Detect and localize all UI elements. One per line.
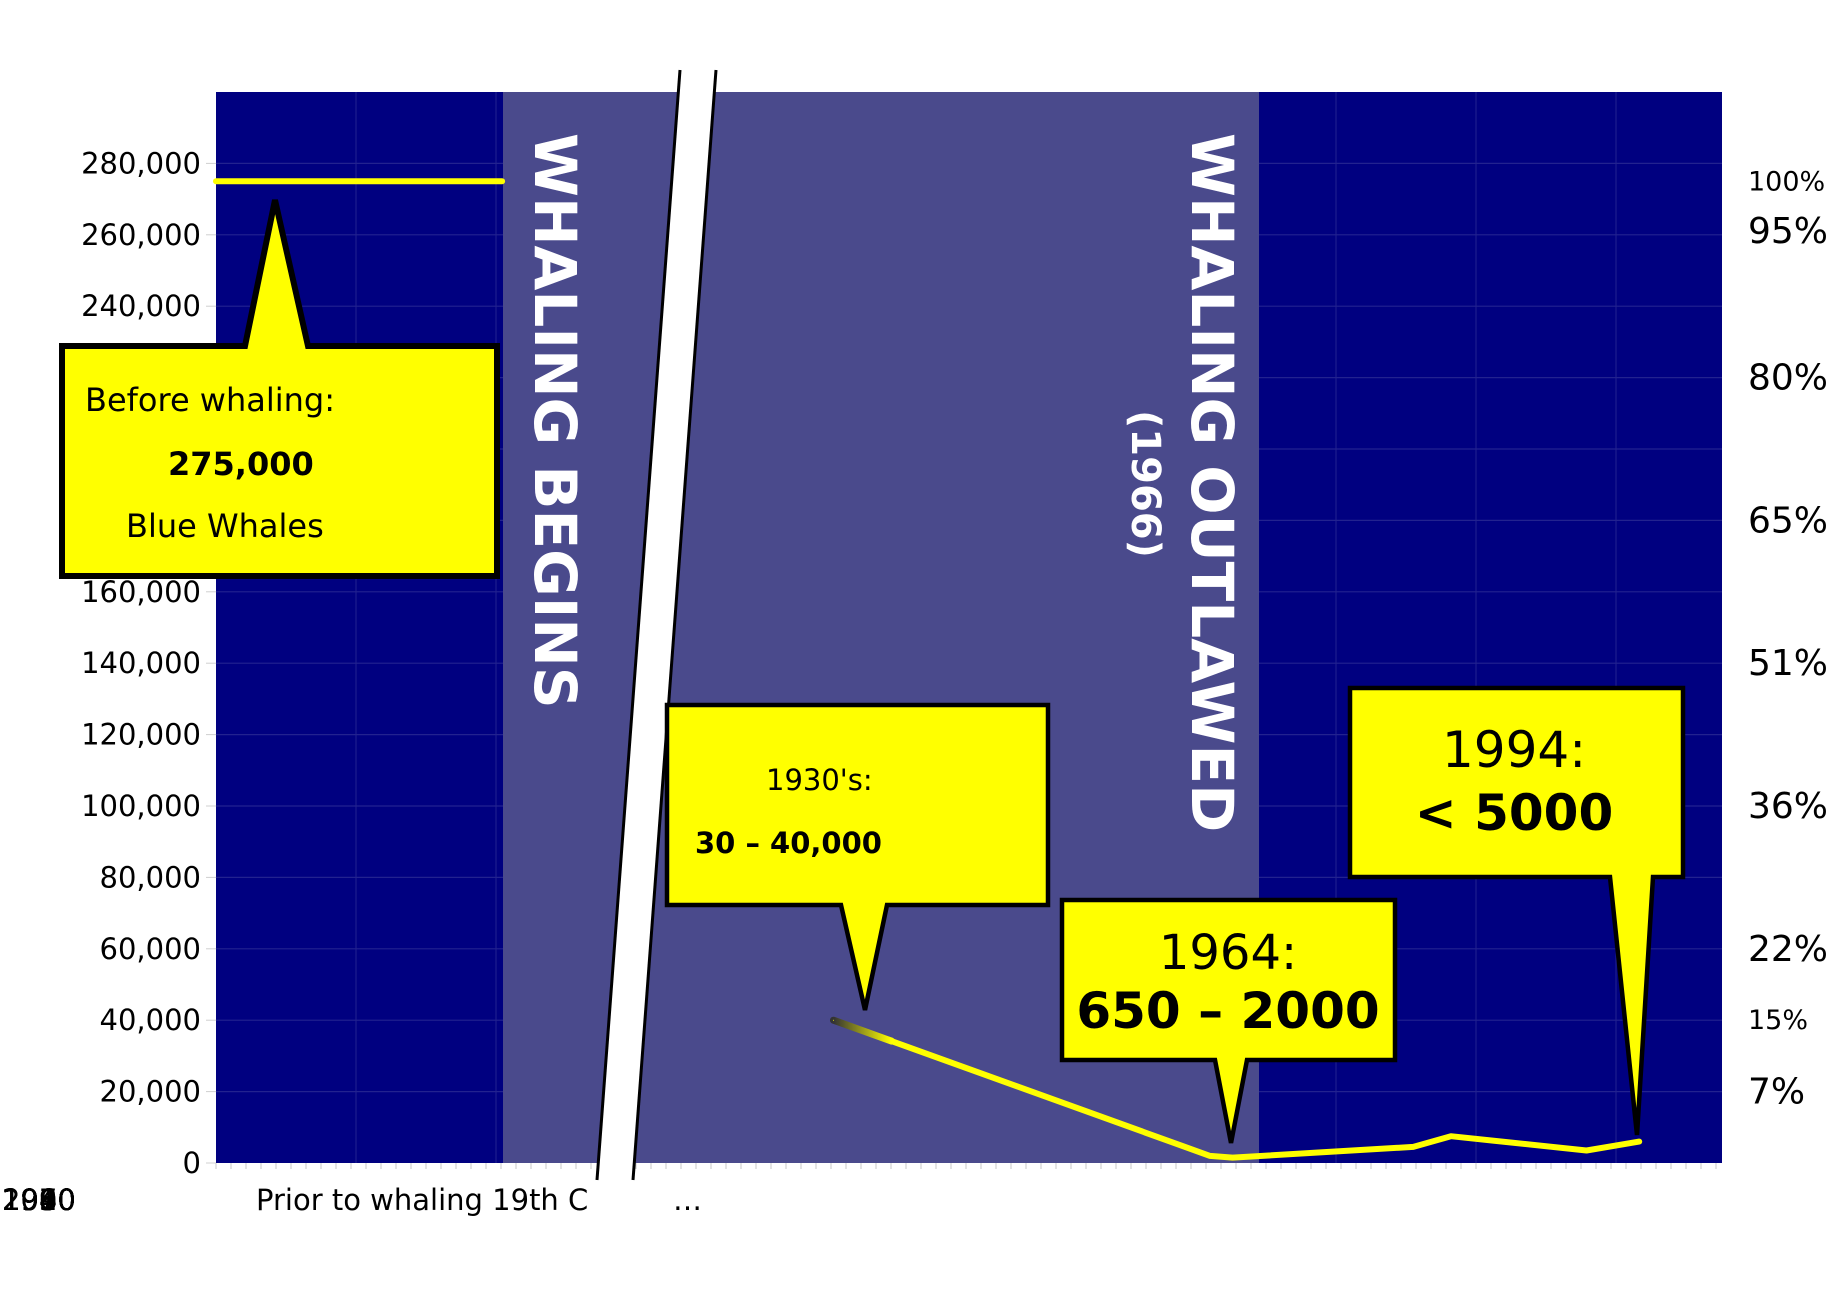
callout-1964: 1964: 650 – 2000 bbox=[1059, 897, 1398, 1144]
callout-1930s: 1930's: 30 – 40,000 bbox=[664, 702, 1051, 1011]
y-tick-label: 0 bbox=[183, 1146, 201, 1180]
callout-before-whaling-line2: 275,000 bbox=[168, 445, 314, 483]
axis-break-edge-right bbox=[631, 69, 718, 1181]
series-point bbox=[1450, 1135, 1452, 1137]
x-overlap-year-label: 2000 bbox=[2, 1183, 76, 1217]
x-overlap-year-label: 1980 bbox=[2, 1183, 76, 1217]
callout-1994-box bbox=[1347, 685, 1686, 1136]
x-tick-label-ellipsis: … bbox=[673, 1183, 702, 1217]
series-point bbox=[1585, 1150, 1587, 1152]
band-sublabel-outlawed-year: (1966) bbox=[1122, 410, 1168, 558]
axis-break-edge-left bbox=[595, 69, 682, 1181]
y-tick-label: 80,000 bbox=[100, 860, 201, 894]
y-tick-label: 120,000 bbox=[81, 718, 201, 752]
x-overlap-year-label: 1950 bbox=[2, 1183, 76, 1217]
callout-before-whaling-line3: Blue Whales bbox=[126, 507, 324, 545]
series-point bbox=[1232, 1157, 1234, 1159]
x-overlap-year-label: 2010 bbox=[2, 1183, 76, 1217]
right-tick-label: 22% bbox=[1748, 929, 1828, 970]
right-axis-percent-ticks: 100% 95% 80% 65% 51% 36% 22% 15% 7% bbox=[1748, 166, 1828, 1112]
y-tick-label: 20,000 bbox=[100, 1075, 201, 1109]
callout-1930s-line1: 1930's: bbox=[766, 763, 873, 797]
x-overlap-year-label: 1960 bbox=[2, 1183, 76, 1217]
y-tick-label: 100,000 bbox=[81, 789, 201, 823]
axis-break bbox=[597, 70, 716, 1180]
series-point bbox=[1412, 1146, 1414, 1148]
y-axis-ticks: 0 20,000 40,000 60,000 80,000 100,000 120,000 1… bbox=[81, 146, 216, 1180]
right-tick-label: 95% bbox=[1748, 211, 1828, 252]
callout-before-whaling-line1: Before whaling: bbox=[85, 381, 335, 419]
y-tick-label: 260,000 bbox=[81, 218, 201, 252]
right-tick-label: 80% bbox=[1748, 358, 1828, 399]
x-overlap-year-label: 1990 bbox=[2, 1183, 76, 1217]
x-axis-labels: Prior to whaling 19th C … bbox=[256, 1183, 702, 1217]
right-tick-label: 15% bbox=[1748, 1005, 1808, 1036]
x-overlap-year-label: 1970 bbox=[2, 1183, 76, 1217]
series-point bbox=[501, 180, 503, 182]
x-overlap-year-label: 1940 bbox=[2, 1183, 76, 1217]
callout-1994: 1994: < 5000 bbox=[1347, 685, 1686, 1136]
series-point bbox=[215, 180, 217, 182]
band-label-whaling-outlawed: WHALING OUTLAWED bbox=[1178, 133, 1246, 832]
right-tick-label: 65% bbox=[1748, 500, 1828, 541]
y-tick-label: 160,000 bbox=[81, 575, 201, 609]
right-tick-label: 100% bbox=[1748, 166, 1825, 197]
callout-1930s-box bbox=[664, 702, 1051, 1011]
callout-before-whaling: Before whaling: 275,000 Blue Whales bbox=[59, 199, 500, 579]
right-tick-label: 51% bbox=[1748, 643, 1828, 684]
callout-1930s-line2: 30 – 40,000 bbox=[695, 826, 882, 860]
y-tick-label: 240,000 bbox=[81, 289, 201, 323]
y-tick-label: 280,000 bbox=[81, 146, 201, 180]
callout-1964-line2: 650 – 2000 bbox=[1076, 982, 1379, 1040]
y-tick-label: 40,000 bbox=[100, 1003, 201, 1037]
callout-1994-line1: 1994: bbox=[1442, 721, 1586, 779]
y-tick-label: 140,000 bbox=[81, 646, 201, 680]
series-population bbox=[213, 178, 1643, 1161]
series-point bbox=[1209, 1155, 1211, 1157]
right-tick-label: 36% bbox=[1748, 786, 1828, 827]
y-tick-label: 60,000 bbox=[100, 932, 201, 966]
callout-1964-box bbox=[1059, 897, 1398, 1144]
band-label-whaling-begins: WHALING BEGINS bbox=[521, 133, 589, 709]
series-fade-segment bbox=[829, 1016, 895, 1045]
right-tick-label: 7% bbox=[1748, 1072, 1805, 1113]
callout-1964-line1: 1964: bbox=[1159, 925, 1297, 981]
callout-before-whaling-box bbox=[59, 199, 500, 579]
x-tick-label-prior: Prior to whaling 19th C bbox=[256, 1183, 588, 1217]
series-point bbox=[832, 1019, 834, 1021]
callout-1994-line2: < 5000 bbox=[1415, 784, 1613, 842]
series-point bbox=[1638, 1141, 1640, 1143]
x-minor-ticks bbox=[215, 1163, 1717, 1169]
